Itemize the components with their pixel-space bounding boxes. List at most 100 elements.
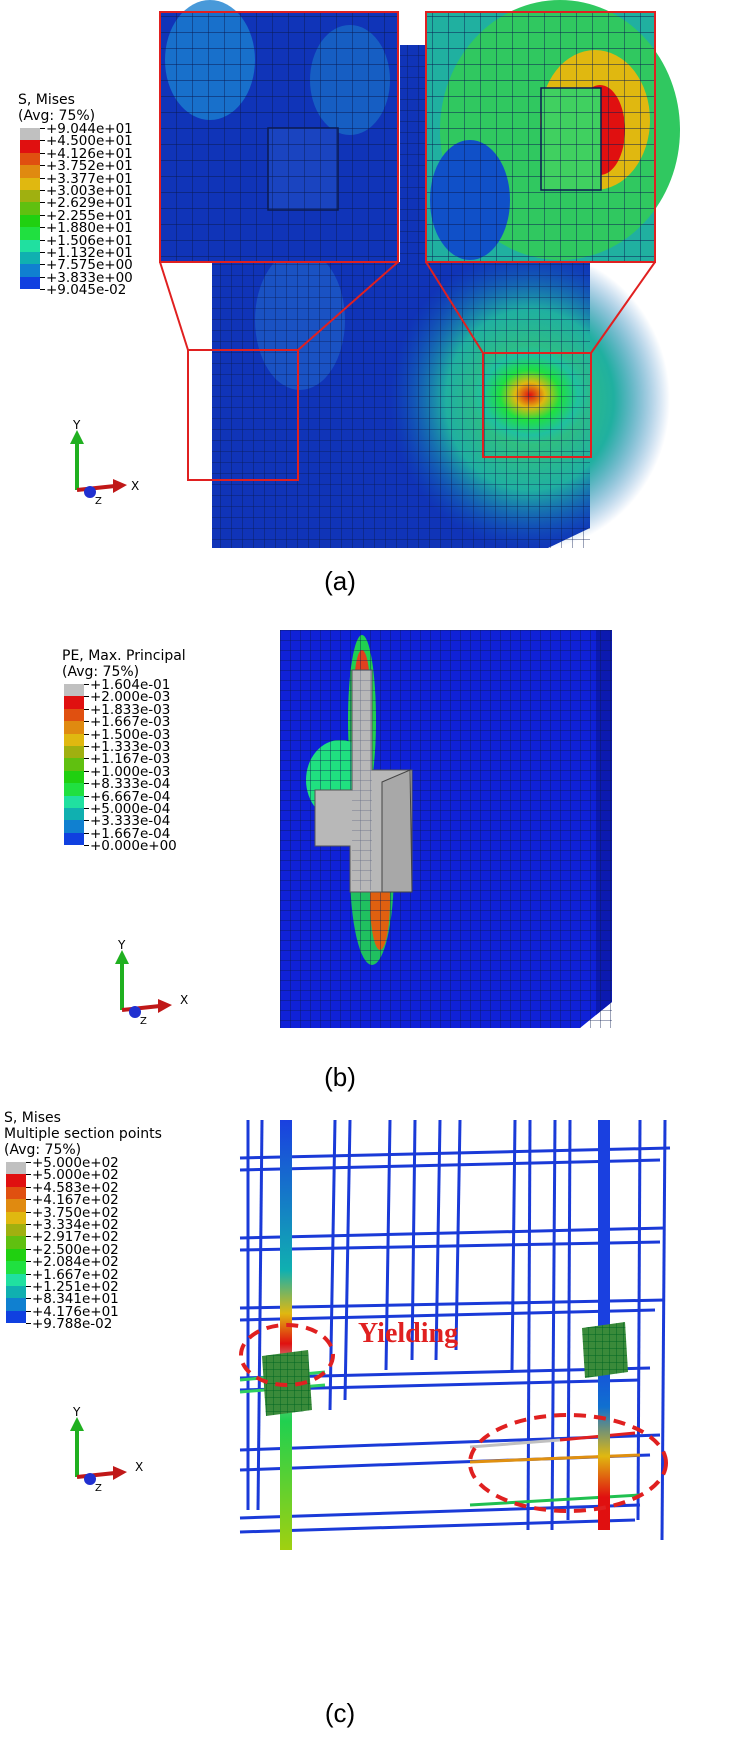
legend-swatch: [20, 152, 40, 166]
legend-tick: [26, 1162, 31, 1163]
legend-tick: [84, 770, 89, 772]
legend-b: PE, Max. Principal (Avg: 75%) +1.604e-01…: [62, 648, 186, 859]
legend-value: +1.251e+02: [32, 1279, 119, 1295]
legend-swatch: [6, 1224, 26, 1237]
legend-b-title: PE, Max. Principal: [62, 648, 186, 664]
caption-a: (a): [324, 566, 356, 596]
legend-swatch: [20, 140, 40, 153]
legend-tick: [40, 214, 45, 216]
legend-swatch: [6, 1174, 26, 1187]
legend-tick: [40, 264, 45, 266]
legend-swatch: [64, 808, 84, 821]
legend-swatch: [6, 1162, 26, 1175]
zoom-inset-left: [159, 0, 399, 263]
legend-tick: [26, 1211, 31, 1213]
legend-tick: [84, 696, 89, 698]
legend-tick: [26, 1286, 31, 1287]
legend-swatch: [20, 264, 40, 277]
legend-value: +1.506e+01: [46, 232, 133, 249]
legend-value: +2.084e+02: [32, 1254, 119, 1271]
legend-swatch: [6, 1199, 26, 1212]
legend-value: +3.752e+01: [46, 158, 133, 175]
legend-value: +7.575e+00: [46, 257, 133, 274]
legend-value: +2.629e+01: [46, 195, 133, 212]
legend-tick: [84, 721, 89, 723]
legend-tick: [84, 832, 89, 834]
legend-value: +5.000e+02: [32, 1167, 119, 1184]
legend-swatch: [64, 696, 84, 709]
legend-tick: [26, 1273, 31, 1275]
panel-c: S, Mises Multiple section points (Avg: 7…: [0, 1110, 753, 1740]
legend-c-title: S, Mises: [4, 1110, 61, 1126]
legend-tick: [84, 746, 89, 747]
legend-swatch: [64, 758, 84, 771]
axis-z-label-c: Z: [95, 1483, 102, 1494]
legend-swatch: [20, 239, 40, 252]
axis-y-label-a: Y: [72, 418, 81, 432]
legend-tick: [40, 177, 45, 179]
panel-a: S, Mises (Avg: 75%) +9.044e+01 +4.500e+01…: [0, 0, 753, 610]
legend-c-scale: +5.000e+02 +5.000e+02 +4.583e+02 +4.167e+02…: [4, 1155, 162, 1337]
axis-triad-c: Y X Z: [65, 1405, 155, 1495]
legend-value: +2.000e-03: [90, 689, 171, 706]
legend-value: +1.667e-04: [90, 825, 171, 842]
legend-b-subtitle: (Avg: 75%): [62, 664, 140, 680]
axis-x-label-c: X: [135, 1460, 143, 1474]
legend-swatch: [6, 1211, 26, 1224]
legend-value: +4.583e+02: [32, 1179, 119, 1196]
legend-swatch: [64, 783, 84, 796]
legend-tick: [40, 227, 45, 229]
legend-tick: [40, 202, 45, 204]
legend-tick: [40, 128, 45, 129]
model-a: [159, 0, 680, 550]
legend-tick: [84, 795, 89, 797]
model-b: [280, 630, 612, 1028]
legend-value: +6.667e-04: [90, 788, 171, 805]
legend-swatch: [64, 795, 84, 808]
legend-tick: [40, 140, 45, 142]
legend-swatch: [20, 177, 40, 190]
legend-tick: [26, 1261, 31, 1263]
legend-value: +3.003e+01: [46, 183, 133, 199]
legend-value: +8.341e+01: [32, 1291, 119, 1308]
legend-value: +4.500e+01: [46, 133, 133, 150]
axis-triad-b: Y X Z: [110, 938, 200, 1028]
legend-a-title: S, Mises: [18, 92, 75, 108]
zoom-box-left: [187, 349, 299, 481]
legend-tick: [40, 190, 45, 191]
legend-tick: [84, 708, 89, 710]
legend-tick: [40, 239, 45, 241]
legend-value: +1.132e+01: [46, 245, 133, 261]
legend-tick: [84, 808, 89, 809]
legend-value: +4.176e+01: [32, 1303, 119, 1320]
axis-z-label-b: Z: [140, 1016, 147, 1027]
legend-tick: [40, 252, 45, 253]
legend-value: +1.880e+01: [46, 220, 133, 237]
legend-value: +1.833e-03: [90, 701, 171, 718]
legend-value: +1.667e-03: [90, 714, 171, 731]
legend-swatch: [64, 820, 84, 833]
legend-value: +3.333e-04: [90, 813, 171, 830]
legend-swatch: [20, 214, 40, 228]
legend-swatch: [20, 227, 40, 240]
legend-swatch: [6, 1186, 26, 1200]
zoom-inset-right: [425, 0, 680, 263]
legend-b-scale: +1.604e-01 +2.000e-03 +1.833e-03 +1.667e-03…: [62, 677, 186, 859]
legend-value: +9.045e-02: [46, 282, 127, 299]
legend-tick: [26, 1298, 31, 1300]
legend-value: +5.000e-04: [90, 801, 171, 817]
legend-value: +1.333e-03: [90, 739, 171, 755]
axis-z-label-a: Z: [95, 496, 102, 507]
legend-value: +3.377e+01: [46, 170, 133, 187]
legend-value: +1.167e-03: [90, 751, 171, 768]
legend-value: +1.000e-03: [90, 763, 171, 780]
legend-tick: [26, 1199, 31, 1201]
legend-swatch: [64, 733, 84, 746]
legend-tick: [26, 1248, 31, 1250]
axis-y-label-c: Y: [72, 1405, 81, 1419]
legend-swatch: [6, 1261, 26, 1274]
legend-value: +1.604e-01: [90, 677, 171, 693]
legend-swatch: [20, 128, 40, 141]
legend-swatch: [64, 721, 84, 734]
legend-value: +5.000e+02: [32, 1155, 119, 1171]
